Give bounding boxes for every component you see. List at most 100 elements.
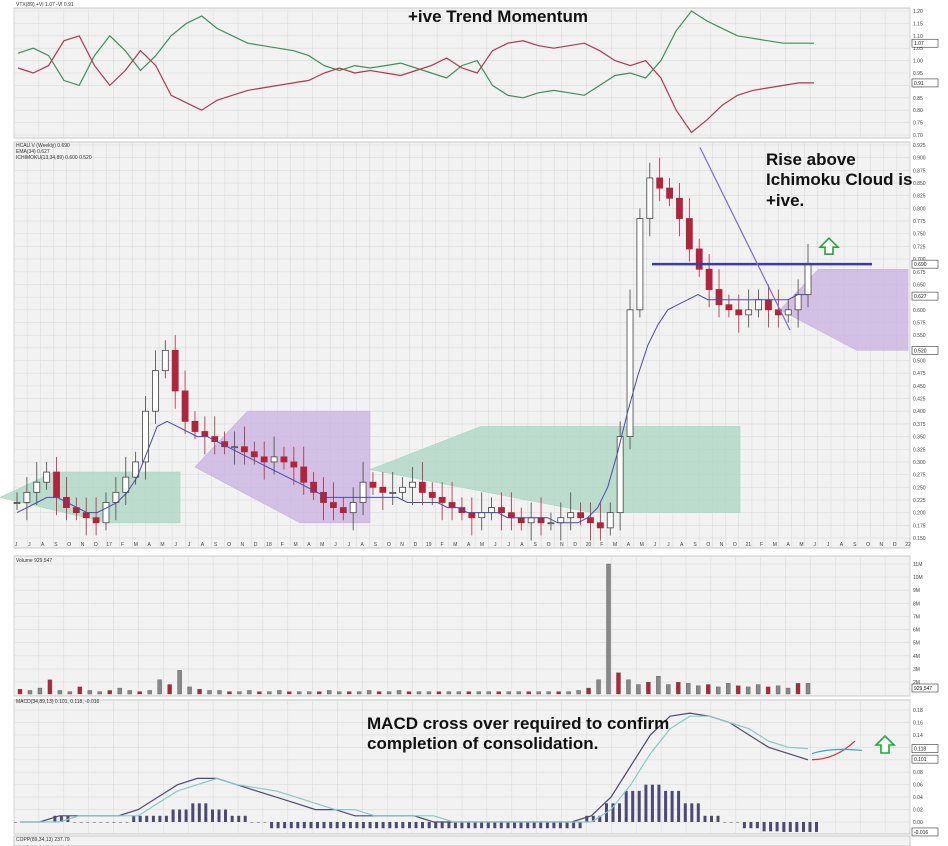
candle-body: [250, 451, 258, 458]
volume-bar: [346, 691, 352, 695]
candle-body: [577, 512, 584, 519]
candle-body: [804, 263, 812, 295]
candle-body: [349, 502, 357, 514]
price-ytick-label: 0.600: [913, 308, 926, 314]
price-xtick-label: J: [827, 542, 830, 548]
candle-body: [794, 294, 802, 311]
price-ytick-label: 0.450: [913, 384, 926, 390]
volume-bar: [27, 690, 33, 695]
macd-title: MACD(34,89,13) 0.101, 0.118, -0.016: [16, 699, 100, 705]
ichimoku-cloud-bullish: [779, 268, 909, 351]
price-xtick-label: 22: [905, 542, 911, 548]
volume-bar: [416, 691, 422, 695]
macd-histogram-bar: [762, 822, 766, 832]
macd-histogram-bar: [211, 809, 214, 822]
macd-ytick-label: 0.02: [913, 808, 923, 814]
price-xtick-label: N: [560, 542, 564, 548]
up-arrow-icon: [874, 734, 896, 754]
volume-bar: [217, 690, 222, 695]
candle-body: [310, 481, 318, 493]
volume-bar: [327, 690, 332, 695]
volume-bar: [506, 691, 511, 695]
volume-bar: [606, 563, 611, 695]
candle-body: [557, 517, 565, 524]
volume-bar: [117, 687, 122, 695]
vol-ytick-label: 7M: [913, 614, 920, 620]
price-ytick-label: 0.300: [913, 460, 926, 466]
price-xtick-label: J: [28, 542, 31, 548]
price-title-1: HCAU.V (Weekly) 0.690: [16, 143, 70, 149]
macd-histogram-bar: [125, 822, 129, 823]
vtx-annotation: +ive Trend Momentum: [408, 7, 588, 26]
volume-bar: [795, 683, 801, 695]
volume-bar: [805, 683, 811, 695]
candle-body: [725, 304, 733, 311]
volume-bar: [696, 685, 701, 695]
candle-body: [488, 507, 496, 514]
price-xtick-label: O: [706, 542, 710, 548]
macd-histogram-bar: [572, 822, 576, 829]
macd-price-tag: [911, 744, 939, 753]
candle-body: [300, 466, 308, 483]
vtx-ytick-label: 0.85: [913, 96, 923, 102]
volume-bar: [436, 691, 442, 695]
candle-body: [478, 512, 486, 519]
macd-histogram-bar: [263, 822, 267, 823]
vtx-ytick-label: 1.10: [913, 34, 923, 40]
candle-body: [389, 491, 397, 494]
price-ytick-label: 0.850: [913, 181, 926, 187]
candle-body: [448, 502, 456, 508]
volume-bar: [97, 691, 102, 695]
candle-body: [596, 522, 604, 529]
volume-bar: [147, 690, 152, 695]
macd-histogram-bar: [145, 815, 149, 822]
macd-ytick-label: 0.14: [913, 733, 923, 739]
price-title-3: ICHIMOKU(13,34,89) 0.600 0.520: [16, 155, 92, 161]
macd-histogram-bar: [591, 815, 595, 822]
price-xtick-label: D: [573, 542, 577, 548]
macd-histogram-bar: [53, 815, 57, 822]
candle-body: [339, 507, 347, 514]
price-ytick-label: 0.800: [913, 206, 926, 212]
volume-bar: [317, 691, 322, 695]
price-xtick-label: S: [534, 542, 538, 548]
candle-body: [122, 476, 130, 493]
price-price-tag: [911, 259, 939, 269]
macd-ytick-label: 0.00: [913, 820, 923, 826]
candle-body: [715, 289, 723, 306]
price-ytick-label: 0.475: [913, 371, 926, 377]
macd-histogram-bar: [329, 822, 333, 829]
candle-body: [142, 410, 149, 463]
macd-histogram-bar: [289, 822, 293, 829]
up-arrow-icon: [818, 237, 840, 255]
volume-bar: [526, 691, 531, 695]
price-xtick-label: A: [627, 542, 631, 548]
price-xtick-label: J: [188, 542, 191, 548]
macd-histogram-bar: [59, 815, 63, 822]
volume-bar: [267, 691, 272, 695]
macd-histogram-bar: [434, 822, 438, 829]
vol-ytick-label: 2M: [913, 680, 920, 686]
price-xtick-label: 21: [745, 542, 751, 548]
macd-histogram-bar: [197, 803, 201, 822]
macd-histogram-bar: [184, 809, 188, 822]
macd-histogram-bar: [703, 815, 707, 822]
macd-histogram-bar: [723, 822, 727, 823]
macd-histogram-bar: [256, 822, 260, 823]
macd-histogram-bar: [506, 822, 510, 829]
macd-histogram-bar: [769, 822, 773, 832]
macd-histogram-bar: [283, 822, 287, 829]
macd-histogram-bar: [585, 815, 589, 822]
macd-histogram-bar: [250, 822, 254, 823]
price-xtick-label: J: [814, 542, 817, 548]
macd-histogram-bar: [788, 822, 792, 832]
vtx-ytick-label: 1.20: [913, 9, 923, 15]
macd-histogram-bar: [401, 822, 405, 829]
macd-histogram-bar: [486, 822, 490, 829]
volume-bar: [596, 679, 601, 695]
macd-histogram-bar: [696, 803, 700, 822]
macd-histogram-bar: [532, 822, 536, 829]
candle-body: [636, 218, 644, 311]
volume-bar: [137, 691, 142, 695]
candle-body: [745, 309, 753, 316]
